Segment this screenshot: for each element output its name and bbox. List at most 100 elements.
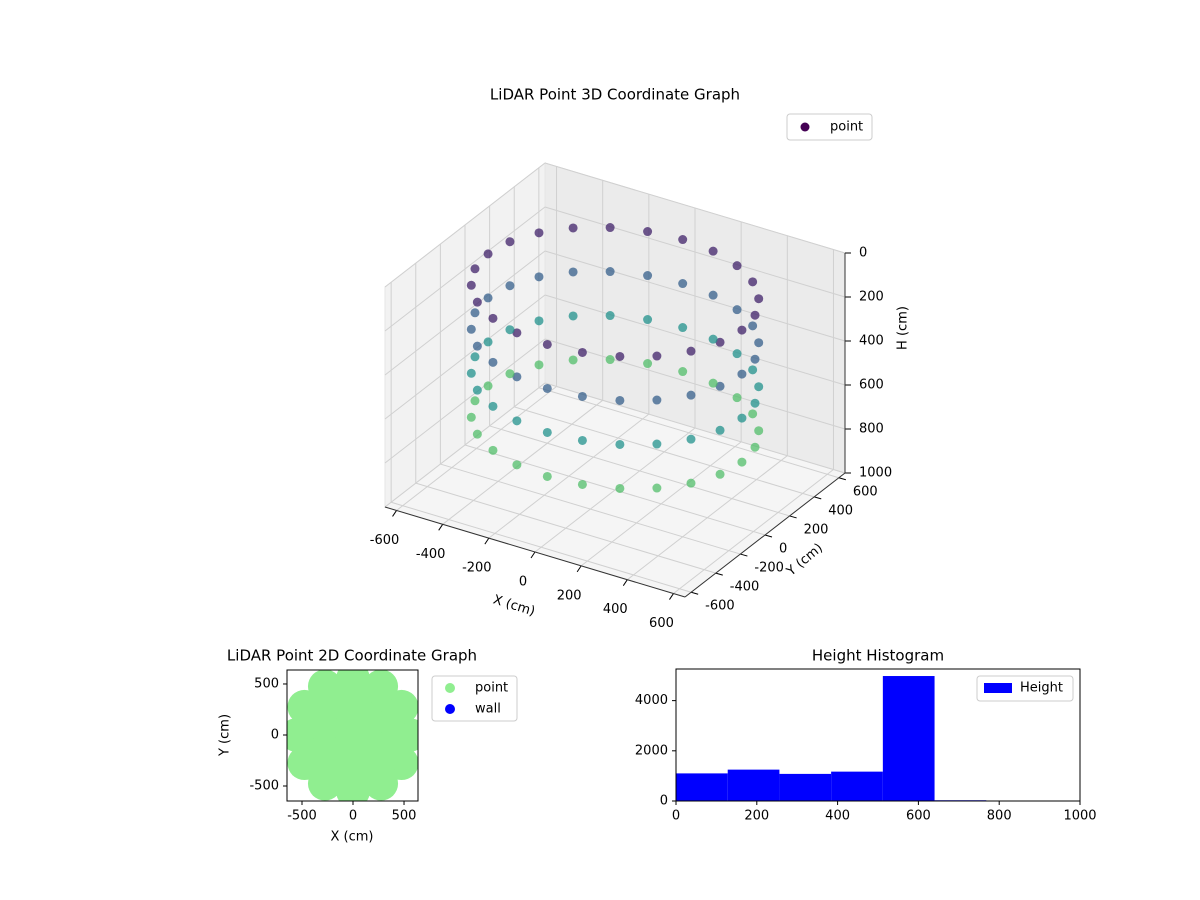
point	[615, 483, 625, 493]
point	[686, 390, 696, 400]
point	[652, 483, 662, 493]
grid-line	[464, 444, 766, 536]
tick-mark	[814, 496, 822, 500]
x-tick-label: 200	[744, 809, 769, 824]
point	[615, 395, 625, 405]
tick-mark	[484, 537, 490, 545]
tick-mark	[392, 510, 397, 517]
point	[748, 409, 758, 419]
point	[754, 382, 764, 392]
tick-mark	[576, 565, 582, 573]
point	[708, 290, 718, 300]
axes-frame	[286, 669, 419, 802]
point	[470, 352, 480, 362]
x-tick-label: 500	[392, 809, 417, 824]
point	[568, 267, 578, 277]
x-tick-label: -400	[416, 547, 446, 562]
legend-label: point	[830, 120, 863, 135]
plot-area	[676, 676, 1080, 801]
point	[512, 460, 522, 470]
point	[715, 469, 725, 479]
grid-line	[415, 482, 716, 574]
grid-line	[440, 463, 741, 555]
grid-line	[384, 294, 546, 420]
bar	[676, 773, 728, 801]
grid-line	[384, 250, 546, 376]
point	[686, 346, 696, 356]
tick-mark	[789, 515, 797, 519]
bar	[779, 773, 832, 801]
point	[615, 439, 625, 449]
point	[488, 401, 498, 411]
point	[534, 316, 544, 326]
point	[686, 434, 696, 444]
y-axis	[684, 472, 846, 598]
point	[466, 280, 476, 290]
point	[605, 355, 615, 365]
point	[737, 413, 747, 423]
y-tick-label: 600	[853, 484, 878, 499]
tick-mark	[438, 524, 444, 531]
tick-mark	[838, 477, 846, 481]
bar	[831, 771, 883, 801]
point	[652, 439, 662, 449]
z-tick-label: 200	[859, 290, 884, 305]
point	[577, 435, 587, 445]
point	[643, 315, 653, 325]
tick-mark	[691, 591, 699, 595]
point	[568, 223, 578, 233]
legend-marker	[800, 122, 810, 132]
point	[470, 396, 480, 406]
point	[472, 385, 482, 395]
point	[732, 393, 742, 403]
point	[505, 281, 515, 291]
x-axis-label: X (cm)	[331, 830, 374, 845]
grid-line	[384, 206, 546, 332]
y-tick-label: -200	[754, 561, 784, 576]
point	[643, 359, 653, 369]
point	[512, 372, 522, 382]
grid-line	[384, 382, 546, 508]
point	[678, 279, 688, 289]
point	[512, 328, 522, 338]
x-tick-label: 0	[349, 809, 357, 824]
x-tick-label: 0	[519, 575, 527, 590]
grid-line	[384, 162, 546, 288]
tick-mark	[764, 534, 773, 538]
point	[754, 426, 764, 436]
grid-line	[544, 294, 846, 386]
y-tick-label: 4000	[635, 693, 668, 708]
legend-label: wall	[475, 702, 501, 717]
chart-title: LiDAR Point 3D Coordinate Graph	[490, 86, 740, 104]
point	[470, 264, 480, 274]
y-axis-label: Y (cm)	[218, 714, 233, 757]
point	[748, 365, 758, 375]
y-tick-label: 0	[271, 727, 279, 742]
point	[568, 355, 578, 365]
point	[708, 378, 718, 388]
point	[534, 360, 544, 370]
tick-mark	[740, 553, 748, 557]
x-axis-label: X (cm)	[491, 593, 537, 620]
point	[750, 354, 760, 364]
point	[732, 349, 742, 359]
z-axis-label: H (cm)	[896, 306, 911, 350]
point	[483, 249, 493, 259]
point	[715, 425, 725, 435]
x-tick-label: 200	[557, 588, 582, 603]
x-tick-label: -500	[287, 809, 317, 824]
point	[708, 334, 718, 344]
point	[678, 323, 688, 333]
point	[466, 324, 476, 334]
point	[615, 351, 625, 361]
point	[488, 313, 498, 323]
point	[470, 308, 480, 318]
point	[643, 227, 653, 237]
y-axis-label: Y (cm)	[783, 541, 826, 580]
bar	[727, 769, 780, 801]
point	[750, 442, 760, 452]
point	[483, 293, 493, 303]
point	[534, 272, 544, 282]
y-tick-label: -600	[705, 599, 735, 614]
